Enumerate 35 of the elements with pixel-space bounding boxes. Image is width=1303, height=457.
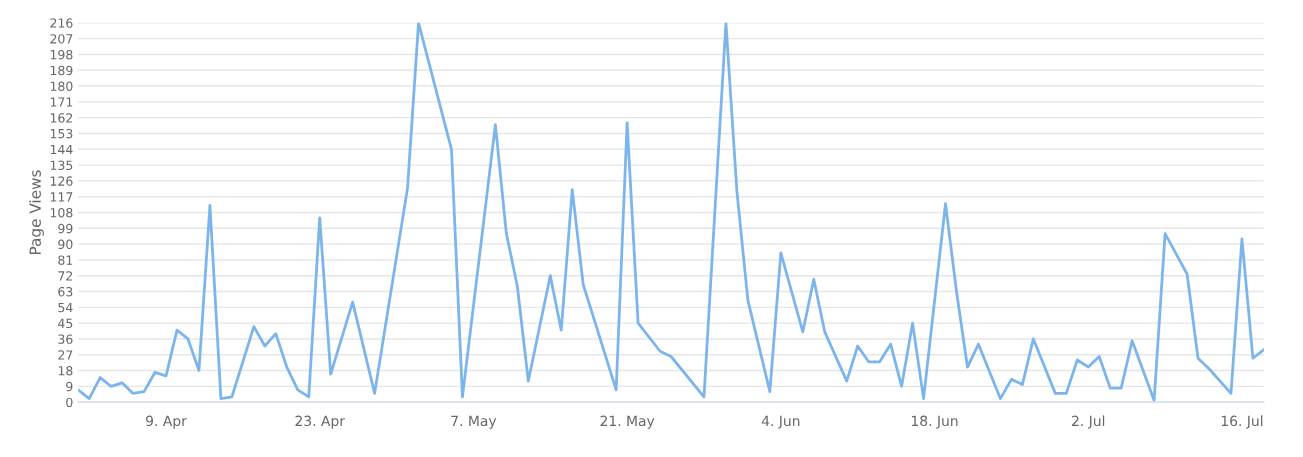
y-tick-label: 45 xyxy=(58,318,73,329)
y-tick-label: 198 xyxy=(50,49,73,60)
x-tick-label: 16. Jul xyxy=(1221,415,1263,429)
x-tick-label: 18. Jun xyxy=(911,415,958,429)
y-tick-label: 180 xyxy=(50,81,73,91)
y-tick-label: 171 xyxy=(50,97,73,107)
y-tick-label: 135 xyxy=(50,160,73,171)
y-tick-label: 117 xyxy=(50,192,73,202)
y-tick-label: 27 xyxy=(58,350,73,360)
x-tick-label: 2. Jul xyxy=(1072,415,1105,429)
line-series xyxy=(78,22,1264,402)
y-tick-label: 108 xyxy=(50,207,73,218)
y-tick-label: 144 xyxy=(50,144,73,155)
y-tick-label: 189 xyxy=(50,65,73,76)
y-tick-label: 81 xyxy=(58,255,73,265)
y-tick-label: 99 xyxy=(58,223,73,234)
y-axis-title: Page Views xyxy=(29,170,44,255)
y-tick-label: 153 xyxy=(50,128,73,139)
y-tick-label: 72 xyxy=(58,271,73,281)
x-tick-label: 4. Jun xyxy=(761,415,800,429)
y-tick-label: 0 xyxy=(66,397,73,408)
y-tick-label: 207 xyxy=(50,34,73,44)
x-tick-label: 23. Apr xyxy=(295,415,345,429)
y-tick-label: 36 xyxy=(58,334,73,344)
y-tick-label: 9 xyxy=(66,381,73,392)
y-tick-label: 216 xyxy=(50,18,73,28)
y-tick-label: 63 xyxy=(58,287,73,297)
y-tick-label: 126 xyxy=(50,176,73,186)
y-tick-label: 162 xyxy=(50,113,73,123)
x-tick-label: 21. May xyxy=(600,415,655,429)
x-tick-label: 9. Apr xyxy=(146,415,187,429)
y-tick-label: 18 xyxy=(58,366,73,376)
y-tick-label: 54 xyxy=(58,302,73,313)
y-tick-label: 90 xyxy=(58,239,73,250)
x-tick-label: 7. May xyxy=(451,415,497,429)
